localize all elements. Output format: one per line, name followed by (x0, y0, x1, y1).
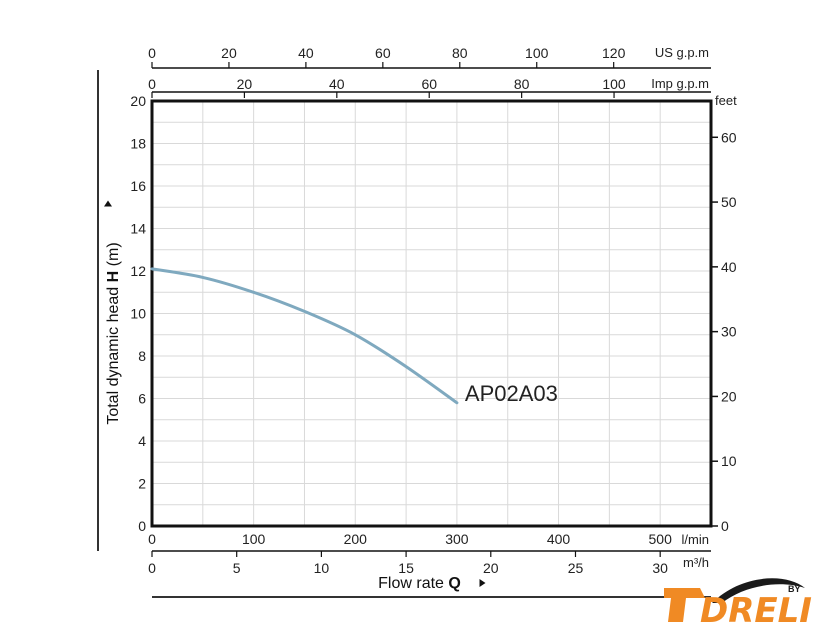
right-tick-label: 40 (721, 259, 737, 275)
x-tick-label-lmin: 400 (547, 531, 571, 547)
y-axis-arrow-icon (104, 200, 112, 207)
x-tick-label-m3h: 5 (233, 560, 241, 576)
right-tick-label: 10 (721, 453, 737, 469)
plot-frame (150, 99, 713, 528)
x-tick-label-lmin: 300 (445, 531, 469, 547)
x-axis-unit-m3h: m³/h (683, 555, 709, 570)
grid-lines (152, 101, 711, 526)
logo-by-text: BY (788, 584, 801, 594)
x-tick-label-m3h: 20 (483, 560, 499, 576)
x-tick-label-us-gpm: 20 (221, 45, 237, 61)
y-axis-title: Total dynamic head H (m) (105, 242, 122, 424)
x-tick-label-m3h: 0 (148, 560, 156, 576)
x-axis-unit-imp-gpm: Imp g.p.m (651, 76, 709, 91)
bottom-axes: 0 100 200 300 400 500 l/min 0 5 10 15 20 25 30 m³/h (148, 531, 711, 576)
x-tick-label-imp-gpm: 60 (421, 76, 437, 92)
series-label-ap02a03: AP02A03 (465, 381, 558, 406)
top-axes: 0 20 40 60 80 100 120 US g.p.m 0 20 40 60 80 100 Imp g… (148, 45, 711, 98)
y-tick-label: 20 (130, 93, 146, 109)
y-tick-label: 8 (138, 348, 146, 364)
dreli-logo: DRELI BY (664, 578, 812, 631)
x-tick-label-lmin: 0 (148, 531, 156, 547)
right-tick-label: 20 (721, 388, 737, 404)
y-tick-label: 14 (130, 221, 146, 237)
x-tick-label-m3h: 25 (568, 560, 584, 576)
x-axis-unit-us-gpm: US g.p.m (655, 45, 709, 60)
x-tick-label-lmin: 500 (649, 531, 673, 547)
y-axis-title-symbol: H (105, 271, 122, 283)
x-tick-label-imp-gpm: 100 (602, 76, 626, 92)
y-axis-title-prefix: Total dynamic head (105, 282, 122, 424)
x-tick-label-us-gpm: 40 (298, 45, 314, 61)
x-tick-label-us-gpm: 60 (375, 45, 391, 61)
logo-text: DRELI (700, 591, 812, 631)
y-tick-label: 10 (130, 306, 146, 322)
x-tick-label-imp-gpm: 40 (329, 76, 345, 92)
x-axis-title: Flow rate Q (378, 575, 461, 592)
x-tick-label-lmin: 100 (242, 531, 266, 547)
x-axis-title-symbol: Q (448, 575, 460, 592)
y-axis-title-suffix: (m) (105, 242, 122, 270)
x-axis-arrow-icon (479, 579, 486, 587)
x-tick-label-imp-gpm: 20 (237, 76, 253, 92)
series-line-ap02a03 (150, 267, 459, 405)
x-tick-label-imp-gpm: 0 (148, 76, 156, 92)
logo-swoosh-icon (712, 578, 805, 603)
x-axis-title-prefix: Flow rate (378, 575, 448, 592)
y-tick-label: 12 (130, 263, 146, 279)
x-tick-label-us-gpm: 80 (452, 45, 468, 61)
right-tick-label: 0 (721, 518, 729, 534)
right-tick-label: 60 (721, 129, 737, 145)
x-tick-label-m3h: 30 (652, 560, 668, 576)
y-tick-label: 18 (130, 136, 146, 152)
y-tick-label: 16 (130, 178, 146, 194)
x-tick-label-us-gpm: 100 (525, 45, 549, 61)
right-axis: 0 10 20 30 40 50 60 feet (711, 93, 737, 534)
right-tick-label: 50 (721, 194, 737, 210)
x-tick-label-us-gpm: 120 (602, 45, 626, 61)
x-tick-label-imp-gpm: 80 (514, 76, 530, 92)
y-tick-label: 4 (138, 433, 146, 449)
right-axis-unit: feet (715, 93, 737, 108)
left-axis: 0 2 4 6 8 10 12 14 16 18 20 (130, 93, 146, 534)
logo-drill-icon (664, 588, 705, 622)
y-tick-label: 6 (138, 391, 146, 407)
x-tick-label-lmin: 200 (344, 531, 368, 547)
x-axis-unit-lmin: l/min (682, 532, 709, 547)
x-tick-label-us-gpm: 0 (148, 45, 156, 61)
x-tick-label-m3h: 10 (314, 560, 330, 576)
right-tick-label: 30 (721, 324, 737, 340)
y-tick-label: 2 (138, 476, 146, 492)
x-tick-label-m3h: 15 (398, 560, 414, 576)
y-tick-label: 0 (138, 518, 146, 534)
